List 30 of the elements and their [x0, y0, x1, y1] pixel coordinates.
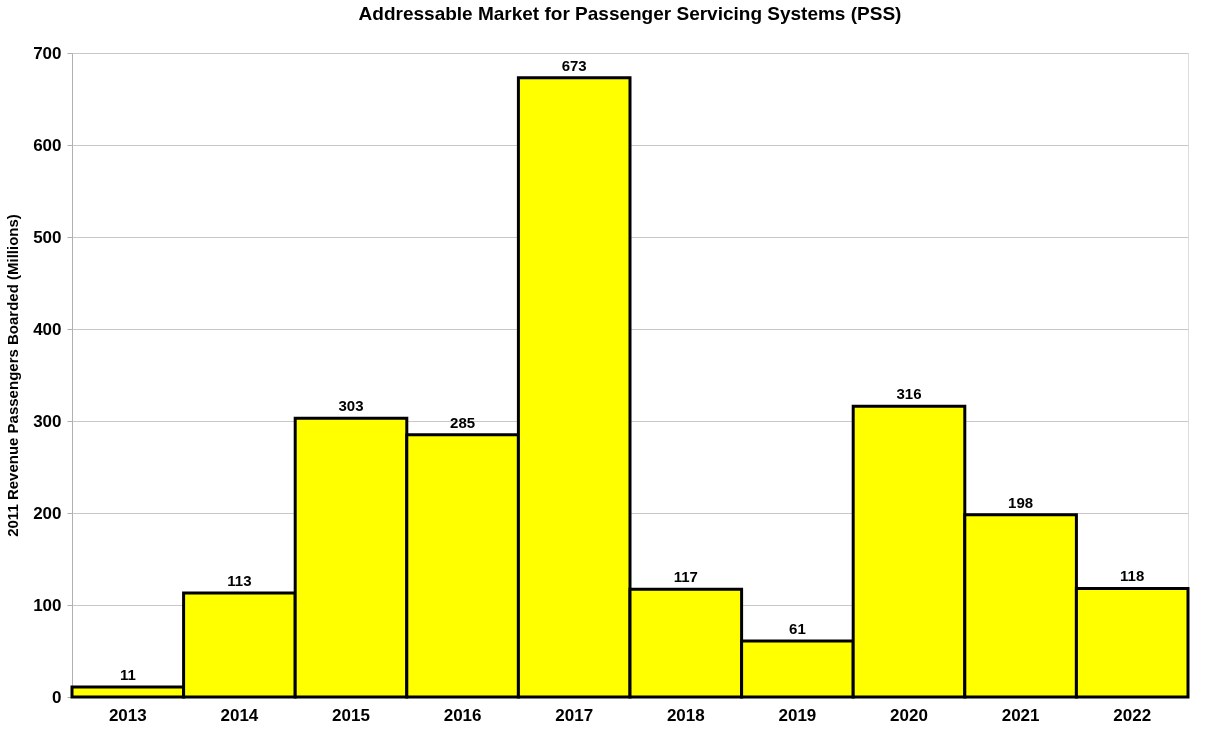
- x-tick-label: 2017: [555, 705, 594, 725]
- x-tick-label: 2016: [443, 705, 482, 725]
- y-tick-label: 200: [33, 503, 62, 523]
- y-tick-label: 0: [52, 687, 62, 707]
- data-label: 113: [227, 572, 252, 590]
- y-tick-label: 500: [33, 227, 62, 247]
- y-tick-label: 300: [33, 411, 62, 431]
- x-tick-label: 2015: [332, 705, 370, 725]
- y-tick-label: 600: [33, 135, 62, 155]
- x-tick-label: 2018: [666, 705, 705, 725]
- y-axis-title: 2011 Revenue Passengers Boarded (Millions): [4, 214, 22, 537]
- chart-title: Addressable Market for Passenger Servicing Systems (PSS): [358, 3, 902, 24]
- x-tick-label: 2019: [778, 705, 817, 725]
- data-label: 316: [896, 385, 922, 403]
- data-label: 285: [450, 413, 476, 431]
- data-label: 673: [561, 56, 587, 74]
- data-label: 61: [789, 619, 806, 637]
- data-label: 198: [1008, 493, 1034, 511]
- y-tick-label: 400: [33, 319, 62, 339]
- x-tick-label: 2020: [890, 705, 928, 725]
- x-tick-label: 2021: [1001, 705, 1040, 725]
- data-label: 11: [119, 665, 136, 683]
- data-label: 303: [338, 397, 364, 415]
- x-tick-label: 2013: [108, 705, 147, 725]
- y-tick-label: 700: [33, 43, 62, 63]
- x-tick-label: 2014: [220, 705, 259, 725]
- y-tick-label: 100: [33, 595, 62, 615]
- data-label: 118: [1120, 567, 1145, 585]
- data-label: 117: [673, 568, 698, 586]
- x-tick-label: 2022: [1113, 705, 1152, 725]
